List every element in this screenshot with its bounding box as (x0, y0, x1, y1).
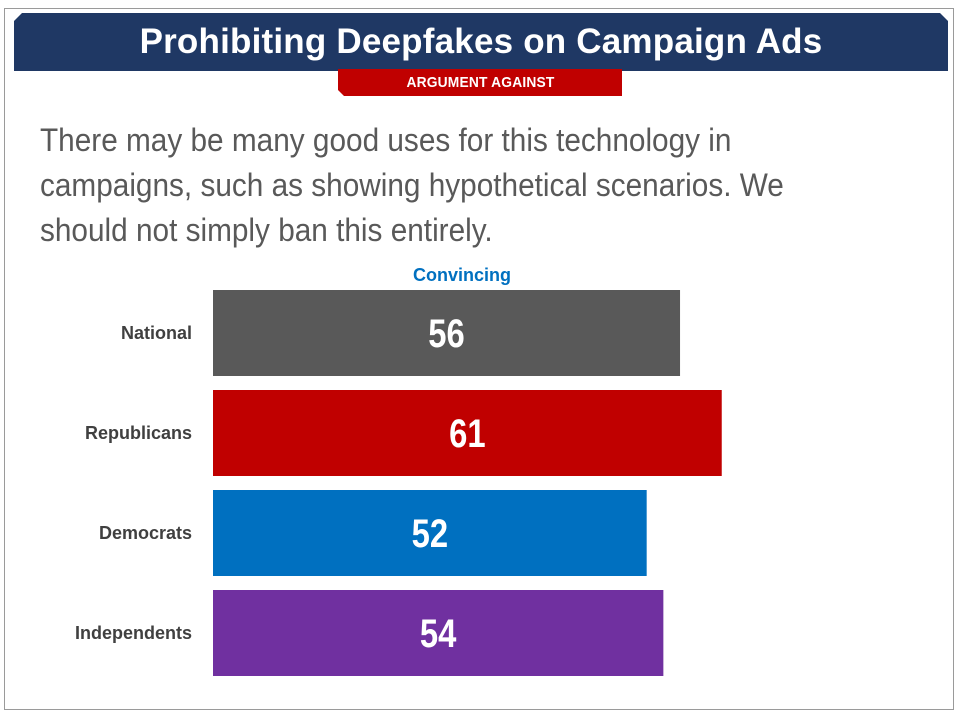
argument-tag-label: ARGUMENT AGAINST (405, 74, 555, 91)
argument-text: There may be many good uses for this tec… (40, 122, 784, 248)
value-label-democrats: 52 (412, 511, 448, 556)
bar-republicans (213, 390, 722, 476)
bar-national (213, 290, 681, 376)
bar-democrats (213, 490, 647, 576)
category-label-republicans: Republicans (85, 423, 192, 443)
page-title: Prohibiting Deepfakes on Campaign Ads (139, 22, 823, 61)
title-banner: Prohibiting Deepfakes on Campaign Ads (14, 13, 948, 71)
bar-independents (213, 590, 664, 676)
value-label-independents: 54 (420, 611, 457, 656)
category-label-independents: Independents (75, 623, 192, 643)
value-label-national: 56 (428, 311, 464, 356)
category-label-democrats: Democrats (99, 523, 192, 543)
value-label-republicans: 61 (449, 411, 485, 456)
category-label-national: National (121, 323, 192, 343)
argument-tag: ARGUMENT AGAINST (338, 69, 622, 96)
column-header: Convincing (413, 265, 511, 285)
